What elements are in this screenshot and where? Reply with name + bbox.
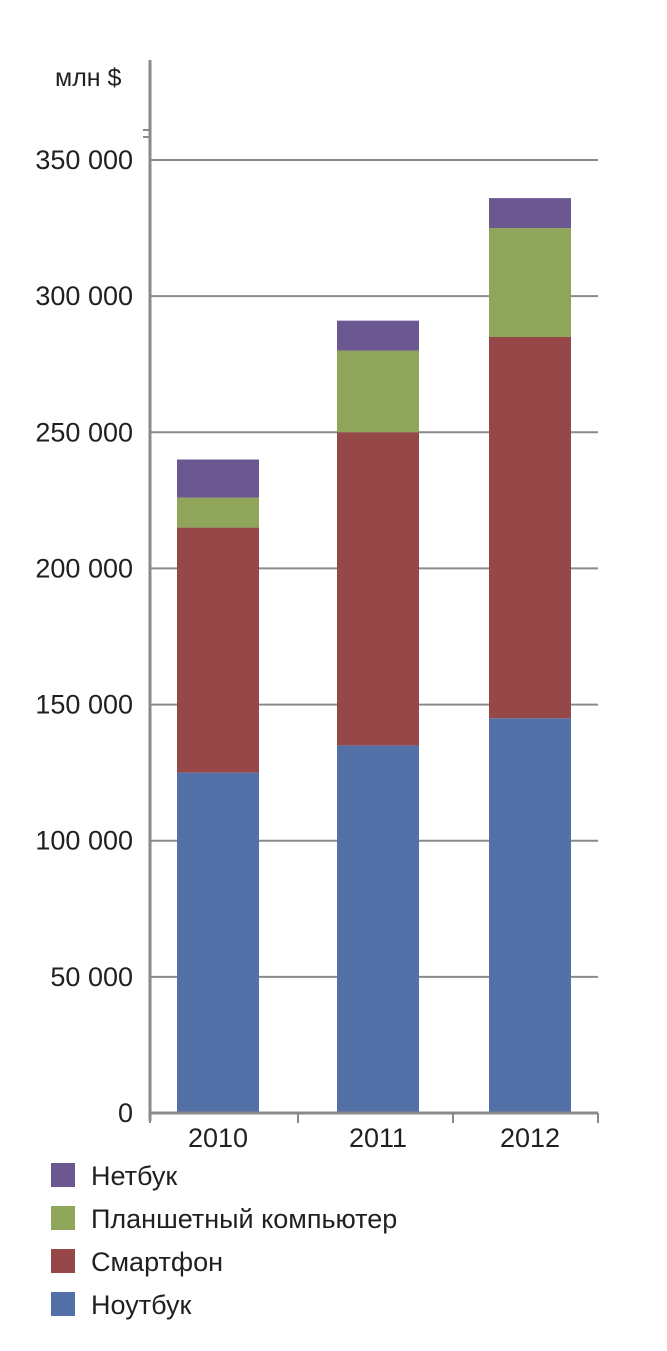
- legend-label: Ноутбук: [91, 1290, 191, 1320]
- y-tick-label: 200 000: [35, 553, 133, 583]
- bar-segment-планшетный-компьютер-2011: [337, 350, 419, 433]
- y-tick-label: 50 000: [50, 962, 133, 992]
- legend-swatch-ноутбук: [51, 1292, 75, 1316]
- bar-segment-ноутбук-2010: [177, 772, 259, 1113]
- x-tick-labels: 2010 2011 2012: [188, 1123, 560, 1153]
- legend-swatch-планшетный-компьютер: [51, 1206, 75, 1230]
- y-tick-label: 350 000: [35, 145, 133, 175]
- bar-segment-ноутбук-2011: [337, 745, 419, 1113]
- y-tick-label: 250 000: [35, 417, 133, 447]
- bar-segment-ноутбук-2012: [489, 718, 571, 1113]
- legend: Нетбук Планшетный компьютер Смартфон Ноутбу…: [51, 1161, 397, 1320]
- bar-segment-нетбук-2012: [489, 198, 571, 229]
- bar-segment-смартфон-2011: [337, 432, 419, 746]
- bar-segment-нетбук-2010: [177, 459, 259, 498]
- y-axis-unit-label: млн $: [55, 64, 122, 92]
- bar-segment-смартфон-2012: [489, 336, 571, 719]
- legend-label: Смартфон: [91, 1247, 223, 1277]
- bar-segment-планшетный-компьютер-2012: [489, 228, 571, 337]
- y-tick-label: 150 000: [35, 690, 133, 720]
- legend-label: Планшетный компьютер: [91, 1204, 397, 1234]
- x-tick-label: 2010: [188, 1123, 248, 1153]
- y-tick-labels: 0 50 000 100 000 150 000 200 000 250 000 300 0…: [35, 145, 133, 1128]
- y-tick-label: 0: [118, 1098, 133, 1128]
- y-tick-label: 300 000: [35, 281, 133, 311]
- legend-label: Нетбук: [91, 1161, 177, 1191]
- bar-segment-нетбук-2011: [337, 320, 419, 351]
- x-tick-label: 2011: [349, 1123, 407, 1153]
- x-tick-label: 2012: [500, 1123, 560, 1153]
- bar-segment-планшетный-компьютер-2010: [177, 497, 259, 528]
- bar-segment-смартфон-2010: [177, 527, 259, 773]
- legend-swatch-смартфон: [51, 1249, 75, 1273]
- axes: [143, 60, 599, 1123]
- y-tick-label: 100 000: [35, 826, 133, 856]
- legend-swatch-нетбук: [51, 1163, 75, 1187]
- bars: [177, 198, 571, 1113]
